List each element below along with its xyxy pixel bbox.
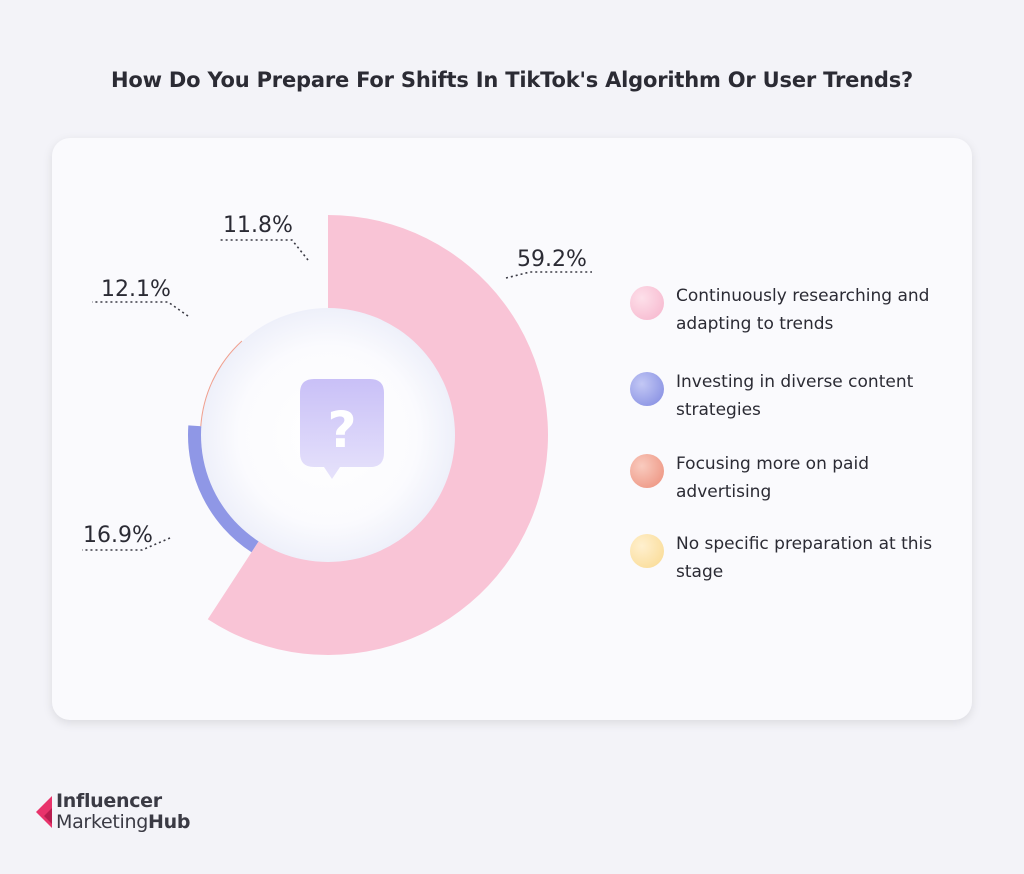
logo-text-marketing: Marketing: [56, 811, 148, 833]
donut-chart: ? 59.2% 16.9% 12.1% 11.8%: [82, 213, 592, 656]
legend-swatch-paid: [630, 454, 664, 488]
logo-text-line2: MarketingHub: [56, 811, 190, 833]
logo-mark-icon: [36, 796, 52, 828]
svg-text:?: ?: [327, 401, 356, 459]
label-leader-line: [505, 271, 592, 279]
legend-swatch-none: [630, 534, 664, 568]
brand-logo: Influencer MarketingHub: [34, 790, 234, 840]
legend-label: No specific preparation at this stage: [676, 534, 933, 582]
data-label: 16.9%: [83, 523, 153, 548]
label-leaders: [82, 239, 592, 551]
legend-swatch-researching: [630, 286, 664, 320]
legend-label: Investing in diverse content strategies: [676, 372, 914, 420]
legend-swatch-diverse: [630, 372, 664, 406]
value-labels: 59.2% 16.9% 12.1% 11.8%: [83, 213, 587, 548]
data-label: 11.8%: [223, 213, 293, 238]
label-leader-line: [82, 537, 171, 551]
legend-label: Continuously researching and adapting to…: [676, 286, 930, 334]
logo-text-hub: Hub: [148, 811, 191, 833]
logo-text-line1: Influencer: [56, 790, 162, 812]
data-label: 59.2%: [517, 247, 587, 272]
label-leader-line: [92, 301, 189, 317]
chart-card: ? 59.2% 16.9% 12.1% 11.8% Continuously rese…: [52, 138, 972, 720]
label-leader-line: [220, 239, 309, 261]
question-mark-icon: ?: [300, 379, 384, 479]
data-label: 12.1%: [101, 277, 171, 302]
chart-title: How Do You Prepare For Shifts In TikTok'…: [110, 68, 914, 92]
legend-label: Focusing more on paid advertising: [676, 454, 869, 502]
